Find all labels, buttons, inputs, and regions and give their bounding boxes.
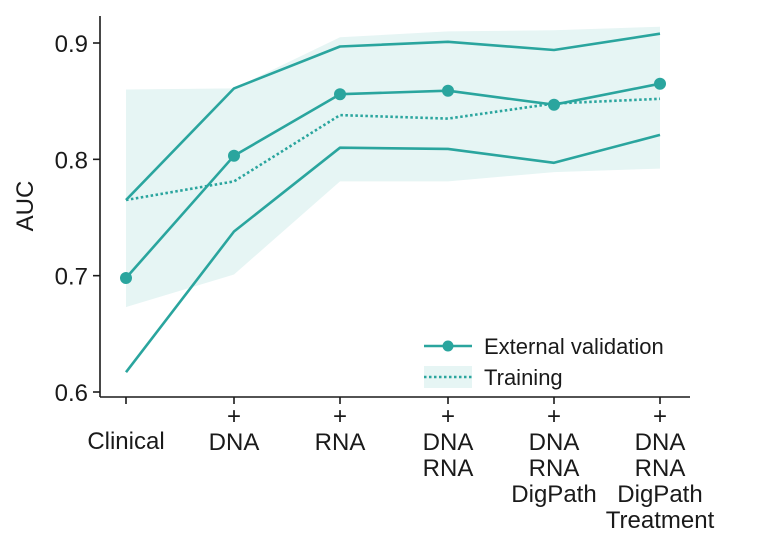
external-validation-lower-line — [124, 133, 661, 373]
x-ticks: Clinical + DNA + RNA + DNA RNA + DNA RNA DigPath+ DN… — [87, 397, 715, 534]
training-line — [125, 97, 661, 202]
y-axis-label: AUC — [12, 181, 39, 232]
x-tick-label: + DNA RNA DigPath Treatment — [606, 403, 715, 534]
x-tick-label: + DNA RNA — [423, 403, 474, 482]
x-tick-label: Clinical — [87, 428, 164, 455]
legend-label-training: Training — [484, 365, 563, 390]
external-validation-point — [548, 98, 560, 111]
legend-swatch-training-band — [424, 366, 472, 388]
y-tick-label: 0.9 — [55, 31, 88, 58]
training-band-layer — [126, 26, 660, 308]
x-tick-label: + DNA — [209, 403, 260, 456]
axes — [99, 16, 690, 398]
training-confidence-band — [126, 26, 660, 308]
external-validation-point — [228, 149, 240, 162]
legend-label-external-validation: External validation — [484, 334, 664, 359]
y-tick-label: 0.6 — [55, 380, 88, 407]
external-validation-point — [334, 88, 346, 101]
external-validation-point — [442, 84, 454, 97]
x-tick-label: + DNA RNA DigPath — [511, 403, 596, 508]
external-validation-upper-line — [125, 32, 661, 201]
series — [120, 32, 666, 373]
external-validation-point — [654, 77, 666, 90]
legend-marker-external-validation — [442, 340, 454, 352]
external-validation-line — [125, 82, 661, 279]
external-validation-point — [120, 272, 132, 284]
y-ticks: 0.6 0.7 0.8 0.9 — [55, 31, 100, 407]
y-tick-label: 0.8 — [55, 147, 88, 174]
legend: External validation Training — [424, 334, 664, 390]
y-tick-label: 0.7 — [55, 264, 88, 291]
x-tick-label: + RNA — [315, 403, 366, 456]
